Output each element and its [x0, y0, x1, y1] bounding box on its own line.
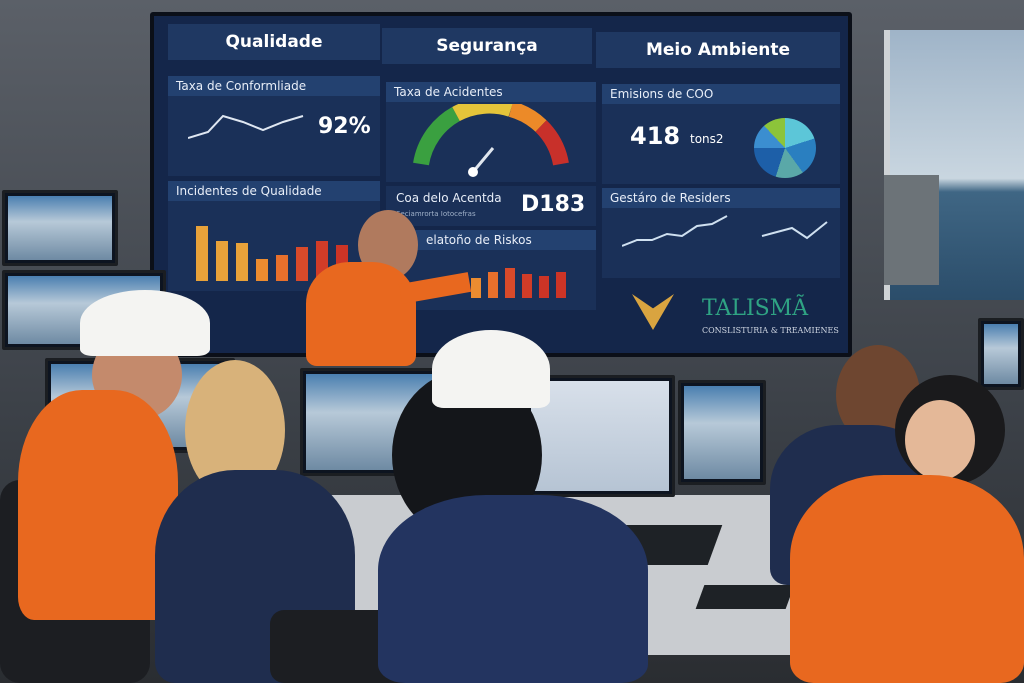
- hard-hat: [432, 330, 550, 408]
- waste-title: Gestáro de Residers: [602, 188, 840, 208]
- presenter: [306, 262, 416, 366]
- brand-name: TALISMÃ: [702, 296, 809, 321]
- risks-title: elatoño de Riskos: [386, 230, 596, 250]
- days-title: Coa delo Acentda: [396, 191, 502, 205]
- keyboard: [695, 585, 795, 609]
- hard-hat: [80, 290, 210, 356]
- emissions-pie-chart: [754, 118, 816, 178]
- accidents-title: Taxa de Acidentes: [386, 82, 596, 102]
- monitor: [678, 380, 766, 485]
- quality-incidents-panel: Incidentes de Qualidade: [168, 181, 380, 291]
- emissions-panel: Emisions de COO 418 tons2: [602, 84, 840, 184]
- waste-line-charts: [622, 215, 828, 247]
- worker-orange-right: [790, 475, 1024, 683]
- risk-bar-chart: [471, 268, 566, 298]
- worker-orange-left: [18, 390, 178, 620]
- waste-management-panel: Gestáro de Residers: [602, 188, 840, 278]
- accident-rate-panel: Taxa de Acidentes: [386, 82, 596, 182]
- accident-gauge: [413, 104, 569, 177]
- monitor: [2, 190, 118, 266]
- days-without-accident-panel: Coa delo Acentda Seciamrorta Iotocefras …: [386, 186, 596, 226]
- compliance-value: 92%: [318, 114, 371, 139]
- worker-face: [905, 400, 975, 480]
- brand-tagline: CONSLISTURIA & TREAMIENES: [702, 326, 839, 335]
- emissions-value: 418: [630, 122, 681, 150]
- emissions-title: Emisions de COO: [602, 84, 840, 104]
- section-safety: Segurança: [382, 28, 592, 64]
- offshore-rig: [884, 175, 939, 285]
- compliance-line-chart: [188, 114, 304, 139]
- compliance-title: Taxa de Conformliade: [168, 76, 380, 96]
- risk-report-panel: elatoño de Riskos: [386, 230, 596, 310]
- worker-navy-center: [378, 495, 648, 683]
- dashboard-video-wall: Qualidade Segurança Meio Ambiente Taxa d…: [150, 12, 852, 357]
- compliance-panel: Taxa de Conformliade 92%: [168, 76, 380, 176]
- days-subtitle: Seciamrorta Iotocefras: [396, 210, 476, 218]
- section-environment: Meio Ambiente: [596, 32, 840, 68]
- incidents-title: Incidentes de Qualidade: [168, 181, 380, 201]
- monitor: [525, 375, 675, 497]
- days-value: D183: [521, 192, 586, 217]
- section-quality: Qualidade: [168, 24, 380, 60]
- monitor: [978, 318, 1024, 390]
- talisma-logo-emblem: [632, 294, 674, 330]
- emissions-unit: tons2: [690, 132, 724, 146]
